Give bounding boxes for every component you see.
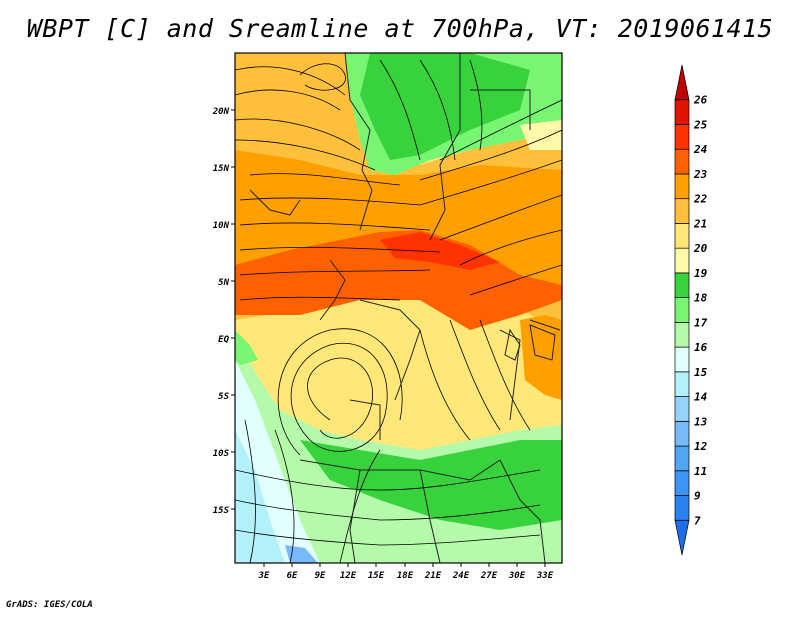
lon-label: 21E xyxy=(424,571,442,581)
colorbar-label: 22 xyxy=(693,193,708,206)
map-frame xyxy=(234,52,563,564)
chart-title: WBPT [C] and Sreamline at 700hPa, VT: 20… xyxy=(26,14,774,43)
colorbar-swatch xyxy=(674,198,690,224)
lat-label: 10S xyxy=(213,449,230,459)
colorbar-label: 21 xyxy=(693,217,707,230)
lon-label: 27E xyxy=(480,571,498,581)
colorbar-swatch xyxy=(674,495,690,521)
lon-label: 3E xyxy=(258,571,270,581)
colorbar-label: 13 xyxy=(694,415,708,428)
streamlines xyxy=(235,59,562,563)
colorbar-swatch xyxy=(674,148,690,175)
lat-label: 15S xyxy=(213,506,230,516)
colorbar-label: 19 xyxy=(694,267,708,280)
colorbar-swatch xyxy=(674,223,690,249)
lat-label: 5N xyxy=(218,278,229,288)
colorbar-arrow-high xyxy=(674,64,690,101)
lon-label: 33E xyxy=(536,571,554,581)
colorbar-swatch xyxy=(674,396,690,422)
colorbar-label: 17 xyxy=(694,316,708,329)
colorbar-label: 20 xyxy=(693,242,708,255)
lat-label: EQ xyxy=(218,335,229,345)
colorbar-swatch xyxy=(674,445,690,472)
colorbar-swatch xyxy=(674,346,690,373)
lat-label: 5S xyxy=(218,392,229,402)
colorbar-label: 23 xyxy=(693,168,708,181)
lat-label: 10N xyxy=(213,221,230,231)
wbpt-shading xyxy=(235,53,562,563)
colorbar-label: 18 xyxy=(694,292,708,305)
colorbar-swatch xyxy=(674,124,690,150)
lon-label: 9E xyxy=(315,571,326,581)
colorbar-label: 9 xyxy=(694,490,701,503)
colorbar-label: 15 xyxy=(694,366,708,379)
colorbar-label: 16 xyxy=(694,341,708,354)
lon-label: 18E xyxy=(397,571,414,581)
lat-axis: 20N 15N 10N 5N EQ 5S 10S 15S xyxy=(212,107,235,516)
colorbar-swatch xyxy=(674,322,690,348)
colorbar-label: 11 xyxy=(694,465,707,478)
colorbar-swatch xyxy=(674,470,690,496)
colorbar-swatch xyxy=(674,420,690,447)
lat-label: 20N xyxy=(212,107,230,117)
colorbar-swatch xyxy=(674,272,690,298)
colorbar-label: 26 xyxy=(693,94,708,107)
colorbar-label: 12 xyxy=(694,440,708,453)
colorbar-arrow-low xyxy=(674,519,690,556)
lon-label: 15E xyxy=(368,571,385,581)
colorbar-label: 7 xyxy=(694,514,701,527)
colorbar: 7 9 11 12 13 14 15 16 17 18 19 20 21 22 23 24 25 26 xyxy=(674,64,708,556)
colorbar-swatch xyxy=(674,99,690,125)
colorbar-swatch xyxy=(674,247,690,274)
lon-label: 12E xyxy=(340,571,357,581)
credit-text: GrADS: IGES/COLA xyxy=(6,600,93,610)
colorbar-swatch xyxy=(674,173,690,200)
colorbar-label: 25 xyxy=(693,118,708,131)
colorbar-label: 24 xyxy=(693,143,708,156)
lon-axis: 3E 6E 9E 12E 15E 18E 21E 24E 27E 30E 33E xyxy=(258,563,554,581)
colorbar-swatch xyxy=(674,371,690,397)
lat-label: 15N xyxy=(213,164,230,174)
colorbar-label: 14 xyxy=(694,391,708,404)
country-borders xyxy=(249,53,561,563)
lon-label: 6E xyxy=(287,571,298,581)
lon-label: 30E xyxy=(508,571,526,581)
lon-label: 24E xyxy=(452,571,470,581)
colorbar-swatch xyxy=(674,297,690,323)
